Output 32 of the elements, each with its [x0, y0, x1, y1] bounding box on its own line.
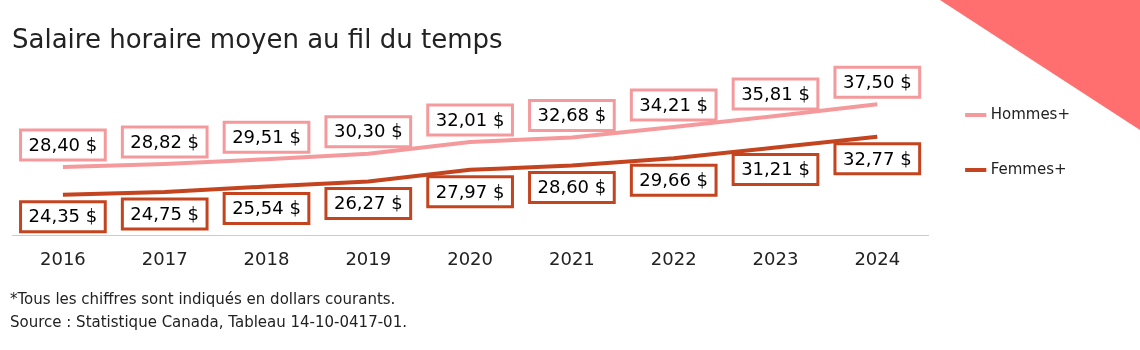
- data-label: 32,01 $: [435, 108, 505, 130]
- source-note: Source : Statistique Canada, Tableau 14-10-0417-01.: [10, 312, 407, 333]
- x-tick-label: 2022: [650, 247, 697, 269]
- x-tick-label: 2016: [39, 247, 86, 269]
- data-label: 34,21 $: [639, 93, 709, 115]
- data-label: 25,54 $: [232, 197, 301, 219]
- data-label: 24,35 $: [28, 205, 98, 227]
- data-label: 28,60 $: [537, 176, 607, 198]
- x-tick-label: 2021: [549, 247, 595, 269]
- data-label: 28,82 $: [130, 130, 200, 152]
- chart-title: Salaire horaire moyen au fil du temps: [12, 24, 503, 55]
- data-label: 28,40 $: [28, 133, 98, 155]
- data-label: 32,68 $: [537, 104, 607, 126]
- data-label: 29,51 $: [232, 125, 301, 147]
- x-tick-label: 2017: [141, 247, 188, 269]
- x-tick-label: 2020: [447, 247, 494, 269]
- data-label: 24,75 $: [130, 202, 200, 224]
- legend-label: Hommes+: [990, 104, 1070, 123]
- data-label: 31,21 $: [741, 158, 810, 180]
- data-label: 27,97 $: [435, 180, 505, 202]
- x-tick-label: 2024: [854, 247, 901, 269]
- x-tick-label: 2019: [345, 247, 392, 269]
- data-label: 32,77 $: [842, 147, 912, 169]
- x-tick-label: 2023: [752, 247, 799, 269]
- data-label: 29,66 $: [639, 168, 709, 190]
- data-label: 35,81 $: [741, 82, 810, 104]
- data-label: 30,30 $: [333, 120, 403, 142]
- text: *Tous les chiffres sont indiqués en dollars courants.: [10, 289, 397, 310]
- x-tick-label: 2018: [243, 247, 290, 269]
- data-label: 37,50 $: [842, 70, 912, 92]
- legend-label: Femmes+: [990, 159, 1067, 178]
- data-label: 26,27 $: [333, 192, 403, 214]
